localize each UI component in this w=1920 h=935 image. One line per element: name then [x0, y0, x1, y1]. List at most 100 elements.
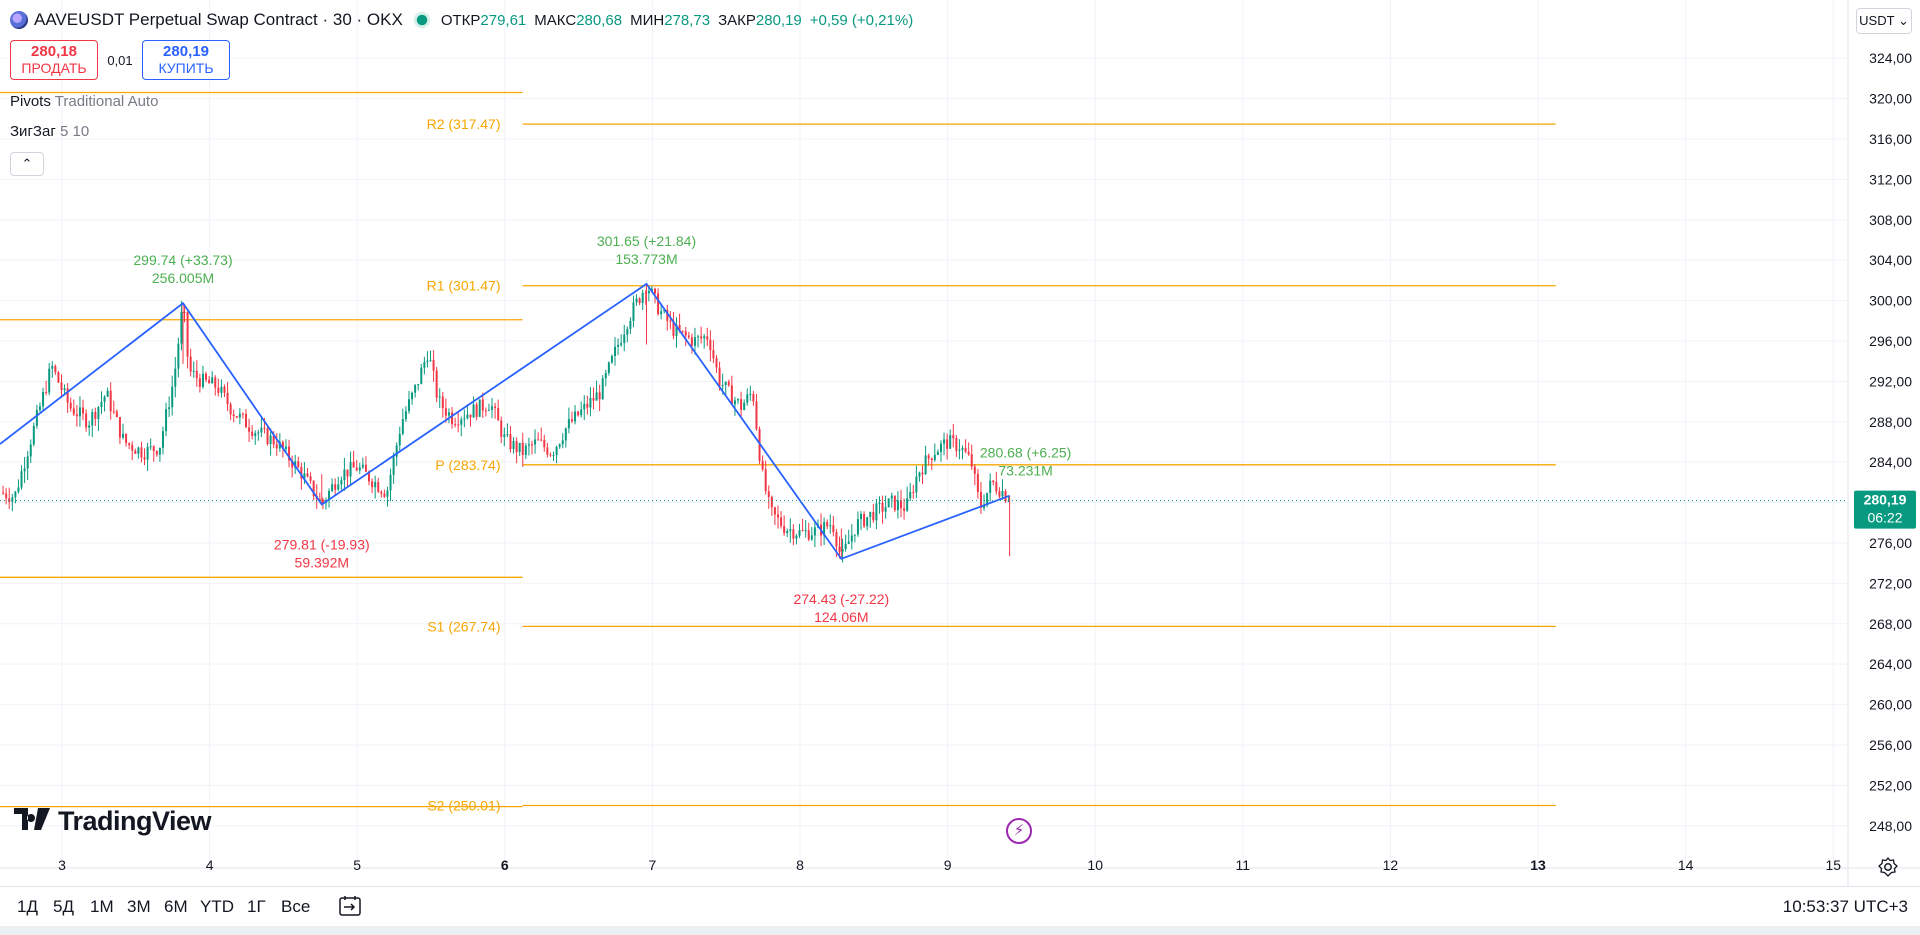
price-chart[interactable]: R2 (317.47) R1 (301.47) P (283.74) S1 (267.…	[0, 0, 1920, 886]
candles	[2, 283, 1011, 563]
candle-body	[767, 491, 770, 497]
candle-body	[14, 491, 17, 498]
candle-body	[853, 534, 856, 536]
candle-body	[795, 535, 798, 539]
bottom-toolbar: 1Д 5Д 1M 3M 6M YTD 1Г Все 10:53:37 UTC+3	[0, 886, 1920, 927]
time-tick-label: 12	[1383, 857, 1399, 873]
candle-body	[967, 451, 970, 455]
candle-body	[915, 476, 918, 493]
candle-body	[2, 492, 5, 494]
candle-body	[890, 495, 893, 499]
zigzag-label-volume: 153.773M	[615, 251, 677, 267]
candle-body	[66, 388, 69, 403]
candle-body	[26, 456, 29, 469]
candle-body	[604, 373, 607, 379]
candle-body	[177, 343, 180, 369]
candle-body	[45, 391, 48, 393]
price-tick-label: 256,00	[1869, 737, 1912, 753]
price-tick-label: 248,00	[1869, 818, 1912, 834]
candle-body	[469, 414, 472, 418]
lightning-icon[interactable]: ⚡	[1006, 818, 1032, 844]
candle-body	[770, 496, 773, 508]
timeframe-5d[interactable]: 5Д	[53, 897, 74, 916]
candle-body	[574, 411, 577, 422]
candle-body	[626, 328, 629, 335]
candle-body	[401, 419, 404, 434]
candle-body	[509, 434, 512, 450]
time-tick-label: 5	[353, 857, 361, 873]
candle-body	[869, 511, 872, 518]
time-tick-label: 10	[1087, 857, 1103, 873]
candle-body	[171, 386, 174, 408]
collapse-indicators-button[interactable]: ⌃	[10, 152, 44, 176]
price-tick-label: 268,00	[1869, 616, 1912, 632]
candle-body	[106, 390, 109, 397]
candle-body	[580, 409, 583, 416]
candle-body	[672, 320, 675, 336]
candle-body	[487, 409, 490, 411]
candle-body	[60, 382, 63, 391]
timeframe-ytd[interactable]: YTD	[200, 897, 234, 916]
candle-body	[331, 484, 334, 492]
time-tick-label: 7	[649, 857, 657, 873]
candle-body	[863, 513, 866, 527]
candle-body	[32, 425, 35, 445]
candle-body	[318, 499, 321, 501]
indicator-pivots[interactable]: Pivots Traditional Auto	[10, 93, 159, 110]
timeframe-1y[interactable]: 1Г	[247, 897, 266, 916]
timeframe-6m[interactable]: 6M	[164, 897, 188, 916]
settings-gear-icon[interactable]	[1876, 855, 1900, 879]
candle-body	[386, 490, 389, 497]
candle-body	[740, 399, 743, 410]
candle-body	[235, 416, 238, 418]
candle-body	[555, 446, 558, 455]
tradingview-logo[interactable]: TradingView	[14, 806, 212, 837]
candle-body	[17, 487, 20, 492]
candle-body	[20, 471, 23, 488]
candle-body	[773, 507, 776, 515]
timeframe-1d[interactable]: 1Д	[17, 897, 38, 916]
candle-body	[976, 473, 979, 493]
candle-body	[426, 360, 429, 363]
candle-body	[352, 461, 355, 468]
timeframe-3m[interactable]: 3M	[127, 897, 151, 916]
timeframe-1m[interactable]: 1M	[90, 897, 114, 916]
candle-body	[706, 336, 709, 340]
candle-body	[893, 495, 896, 511]
candle-body	[143, 457, 146, 460]
timeframe-all[interactable]: Все	[281, 897, 311, 916]
candle-body	[481, 399, 484, 411]
price-tick-label: 300,00	[1869, 293, 1912, 309]
candle-body	[125, 433, 128, 444]
sell-button[interactable]: 280,18 ПРОДАТЬ	[10, 40, 98, 80]
candle-body	[112, 411, 115, 413]
zigzag-label-volume: 59.392M	[295, 554, 349, 570]
clock[interactable]: 10:53:37 UTC+3	[1782, 897, 1908, 916]
zigzag-label-volume: 124.06M	[814, 609, 868, 625]
candle-body	[561, 440, 564, 445]
indicator-zigzag[interactable]: ЗигЗаг 5 10	[10, 123, 90, 140]
candle-body	[970, 454, 973, 467]
candle-body	[404, 411, 407, 420]
candle-body	[961, 448, 964, 450]
date-range-icon[interactable]	[338, 895, 362, 917]
zigzag-label-volume: 256.005M	[152, 270, 214, 286]
time-tick-label: 11	[1236, 857, 1251, 873]
candle-body	[644, 292, 647, 294]
currency-select[interactable]: USDT ⌄	[1856, 8, 1912, 34]
zigzag-line	[0, 282, 1010, 560]
candle-body	[195, 370, 198, 379]
candle-body	[847, 541, 850, 544]
price-tick-label: 264,00	[1869, 656, 1912, 672]
time-axis[interactable]: 3 4 5 6 7 8 9 10 11 12 13 14 15	[58, 857, 1841, 873]
candle-body	[361, 464, 364, 468]
candle-body	[733, 400, 736, 405]
buy-button[interactable]: 280,19 КУПИТЬ	[142, 40, 230, 80]
price-axis[interactable]: 324,00 320,00 316,00 312,00 308,00 304,00 300,…	[1869, 50, 1912, 834]
candle-body	[924, 455, 927, 475]
candle-body	[764, 469, 767, 492]
symbol-title[interactable]: AAVEUSDT Perpetual Swap Contract · 30 · …	[34, 10, 403, 29]
candle-body	[743, 402, 746, 410]
candle-body	[617, 344, 620, 347]
candle-body	[635, 298, 638, 303]
